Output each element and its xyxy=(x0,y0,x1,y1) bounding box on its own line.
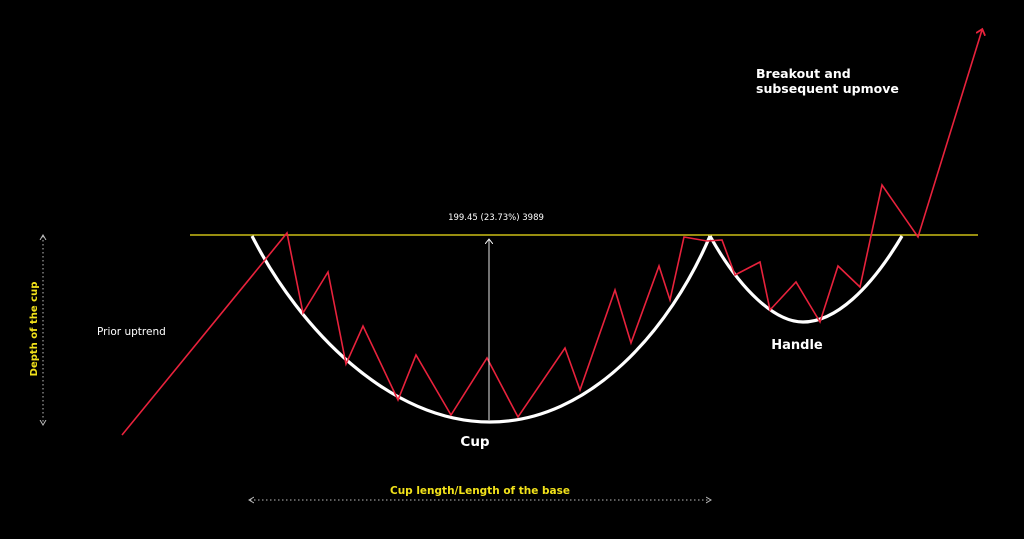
breakout-label-line2: subsequent upmove xyxy=(756,81,899,96)
measurement-label: 199.45 (23.73%) 3989 xyxy=(448,213,544,223)
price-line xyxy=(121,30,982,436)
prior-uptrend-label: Prior uptrend xyxy=(97,326,166,338)
cup-length-label: Cup length/Length of the base xyxy=(390,485,570,497)
breakout-label-line1: Breakout and xyxy=(756,66,851,81)
handle-curve xyxy=(708,235,904,324)
handle-label: Handle xyxy=(771,338,823,353)
depth-of-cup-label: Depth of the cup xyxy=(29,282,40,377)
cup-label: Cup xyxy=(460,434,490,450)
cup-curve xyxy=(250,235,712,424)
